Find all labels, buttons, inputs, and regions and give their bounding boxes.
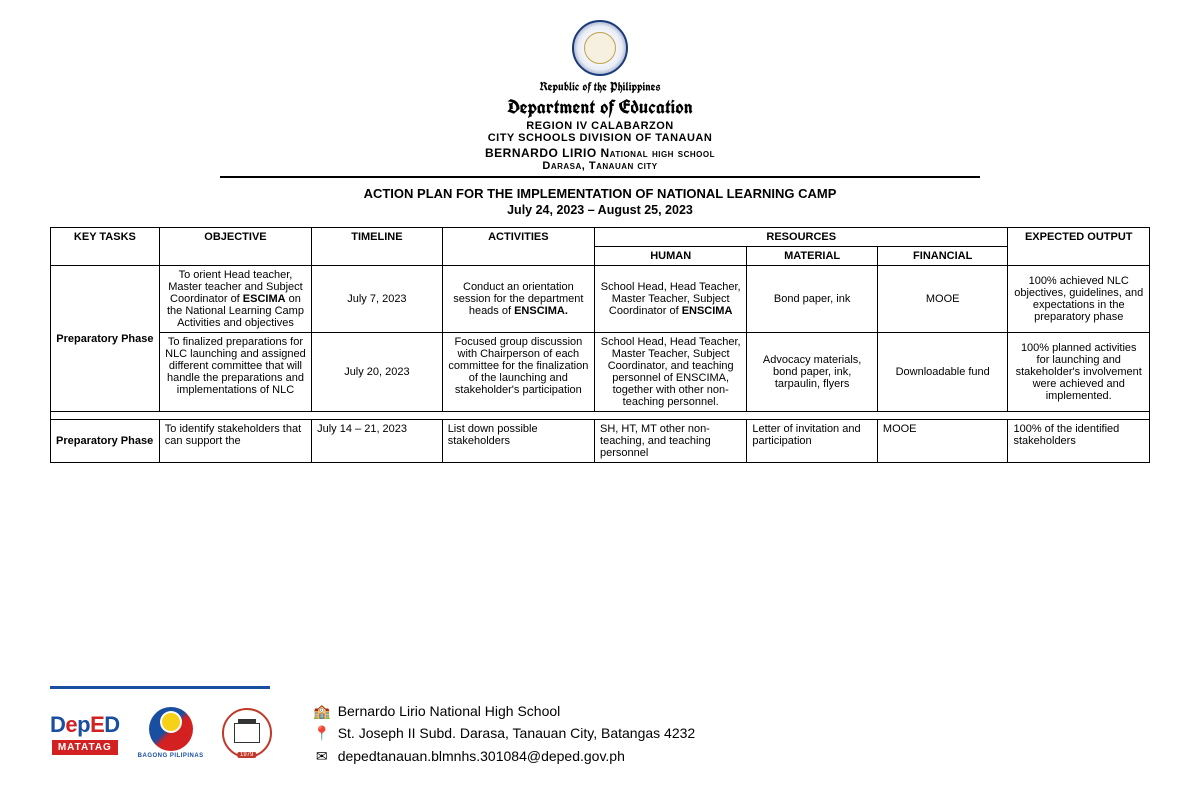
cell-financial: MOOE (877, 266, 1008, 333)
cell-timeline: July 7, 2023 (312, 266, 443, 333)
letterhead: Republic of the Philippines Department o… (50, 80, 1150, 172)
cell-expected: 100% achieved NLC objectives, guidelines… (1008, 266, 1150, 333)
col-resources: RESOURCES (595, 228, 1008, 247)
deped-wordmark: DepED (50, 712, 120, 738)
pin-icon: 📍 (314, 722, 330, 744)
cell-expected: 100% of the identified stakeholders (1008, 420, 1150, 463)
separator-row (51, 412, 1150, 420)
deped-logo: DepED MATATAG (50, 712, 120, 755)
col-financial: FINANCIAL (877, 247, 1008, 266)
cell-timeline: July 14 – 21, 2023 (312, 420, 443, 463)
cell-material: Letter of invitation and participation (747, 420, 878, 463)
deped-seal (572, 20, 628, 76)
col-activities: ACTIVITIES (442, 228, 594, 266)
footer-contact: 🏫 Bernardo Lirio National High School 📍 … (314, 700, 696, 767)
cell-human: School Head, Head Teacher, Master Teache… (595, 266, 747, 333)
city-line: Darasa, Tanauan city (50, 160, 1150, 172)
cell-objective: To finalized preparations for NLC launch… (159, 333, 311, 412)
building-icon: 🏫 (314, 700, 330, 722)
footer-rule (50, 686, 270, 689)
cell-expected: 100% planned activities for launching an… (1008, 333, 1150, 412)
header-rule (220, 176, 980, 178)
col-timeline: TIMELINE (312, 228, 443, 266)
dept-line: Department of Education (50, 93, 1150, 120)
mail-icon: ✉ (314, 745, 330, 767)
col-key-tasks: KEY TASKS (51, 228, 160, 266)
col-material: MATERIAL (747, 247, 878, 266)
footer-email: depedtanauan.blmnhs.301084@deped.gov.ph (338, 745, 625, 767)
table-row: To finalized preparations for NLC launch… (51, 333, 1150, 412)
cell-human: SH, HT, MT other non-teaching, and teach… (595, 420, 747, 463)
footer-school-name: Bernardo Lirio National High School (338, 700, 561, 722)
title-dates: July 24, 2023 – August 25, 2023 (50, 203, 1150, 217)
division-line: CITY SCHOOLS DIVISION OF TANAUAN (50, 132, 1150, 144)
header-row-1: KEY TASKS OBJECTIVE TIMELINE ACTIVITIES … (51, 228, 1150, 247)
matatag-badge: MATATAG (52, 740, 118, 755)
ph-sun-icon (149, 707, 193, 751)
cell-material: Bond paper, ink (747, 266, 878, 333)
table-row: Preparatory Phase To orient Head teacher… (51, 266, 1150, 333)
bagong-pilipinas-logo: BAGONG PILIPINAS (138, 707, 204, 759)
footer-email-row: ✉ depedtanauan.blmnhs.301084@deped.gov.p… (314, 745, 696, 767)
cell-material: Advocacy materials, bond paper, ink, tar… (747, 333, 878, 412)
cell-key-task: Preparatory Phase (51, 420, 160, 463)
seal-inner (584, 32, 616, 64)
col-human: HUMAN (595, 247, 747, 266)
cell-key-task: Preparatory Phase (51, 266, 160, 412)
cell-financial: MOOE (877, 420, 1008, 463)
bagong-label: BAGONG PILIPINAS (138, 753, 204, 759)
school-line: BERNARDO LIRIO National high school (50, 146, 1150, 160)
footer-address: St. Joseph II Subd. Darasa, Tanauan City… (338, 722, 696, 744)
cell-objective: To orient Head teacher, Master teacher a… (159, 266, 311, 333)
cell-objective: To identify stakeholders that can suppor… (159, 420, 311, 463)
footer-address-row: 📍 St. Joseph II Subd. Darasa, Tanauan Ci… (314, 722, 696, 744)
cell-activities: List down possible stakeholders (442, 420, 594, 463)
page-footer: DepED MATATAG BAGONG PILIPINAS 1979 🏫 Be… (50, 700, 1150, 767)
action-plan-table: KEY TASKS OBJECTIVE TIMELINE ACTIVITIES … (50, 227, 1150, 463)
title-main: ACTION PLAN FOR THE IMPLEMENTATION OF NA… (50, 186, 1150, 201)
cell-activities: Focused group discussion with Chairperso… (442, 333, 594, 412)
book-icon (234, 723, 260, 743)
cell-activities: Conduct an orientation session for the d… (442, 266, 594, 333)
footer-school-row: 🏫 Bernardo Lirio National High School (314, 700, 696, 722)
school-year-badge: 1979 (237, 752, 256, 758)
col-expected: EXPECTED OUTPUT (1008, 228, 1150, 266)
school-seal: 1979 (222, 708, 272, 758)
document-title: ACTION PLAN FOR THE IMPLEMENTATION OF NA… (50, 186, 1150, 217)
region-line: REGION IV CALABARZON (50, 120, 1150, 132)
col-objective: OBJECTIVE (159, 228, 311, 266)
cell-human: School Head, Head Teacher, Master Teache… (595, 333, 747, 412)
cell-financial: Downloadable fund (877, 333, 1008, 412)
cell-timeline: July 20, 2023 (312, 333, 443, 412)
table-row: Preparatory Phase To identify stakeholde… (51, 420, 1150, 463)
